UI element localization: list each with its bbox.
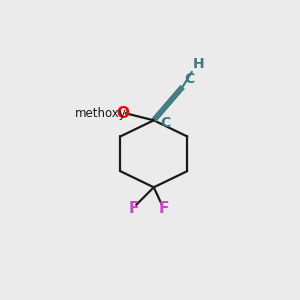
Text: O: O: [116, 106, 129, 121]
Text: methoxy: methoxy: [75, 107, 127, 120]
Text: C: C: [160, 116, 170, 130]
Text: F: F: [159, 201, 169, 216]
Text: F: F: [129, 201, 139, 216]
Text: H: H: [193, 57, 205, 70]
Text: C: C: [184, 72, 194, 86]
